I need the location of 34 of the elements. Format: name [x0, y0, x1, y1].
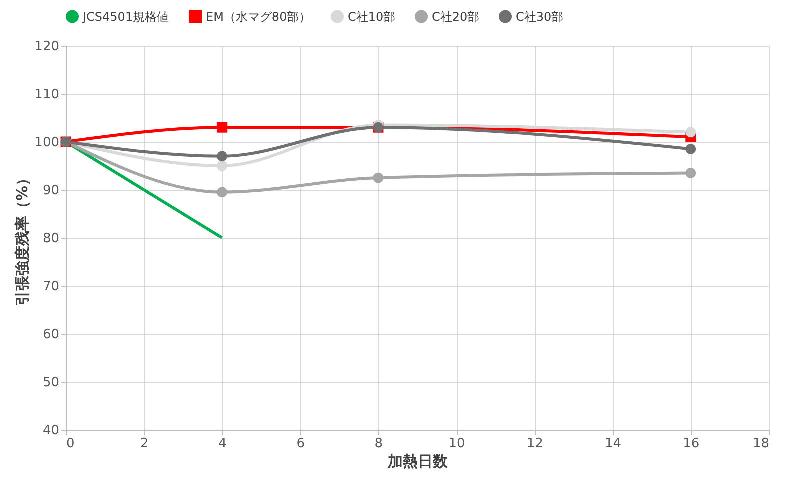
y-tick-label: 120 [34, 40, 60, 54]
point [686, 168, 696, 178]
point [686, 144, 696, 154]
y-tick-label: 80 [42, 232, 60, 246]
point [373, 172, 384, 184]
x-tick-label: 10 [448, 436, 466, 452]
x-tick-label: 18 [752, 436, 770, 452]
y-tick-label: 70 [42, 280, 60, 294]
legend-label: EM（水マグ80部） [206, 10, 312, 24]
x-tick-label: 14 [605, 436, 622, 452]
point [216, 187, 228, 198]
point [686, 127, 696, 138]
legend-label: C社20部 [432, 10, 480, 24]
y-tick-label: 100 [34, 136, 60, 150]
x-tick-label: 12 [526, 436, 544, 452]
legend-label: C社10部 [348, 10, 396, 24]
legend-label: JCS4501規格値 [82, 10, 170, 24]
x-tick-label: 6 [296, 436, 305, 452]
x-tick-label: 0 [66, 436, 75, 452]
y-tick-label: 60 [42, 328, 60, 342]
x-axis-title: 加熱日数 [387, 452, 449, 470]
point [216, 122, 228, 133]
x-tick-label: 16 [683, 436, 700, 452]
legend-label: C社30部 [516, 10, 564, 24]
y-tick-label: 40 [42, 424, 60, 438]
point [216, 160, 228, 172]
point [216, 151, 228, 162]
y-tick-label: 110 [34, 88, 60, 102]
x-tick-label: 4 [218, 436, 227, 452]
y-tick-label: 50 [42, 376, 60, 390]
x-tick-label: 8 [374, 436, 384, 452]
x-tick-label: 2 [140, 436, 149, 452]
y-tick-label: 90 [42, 184, 60, 198]
y-axis-title: 引張強度残率（%） [14, 170, 32, 306]
